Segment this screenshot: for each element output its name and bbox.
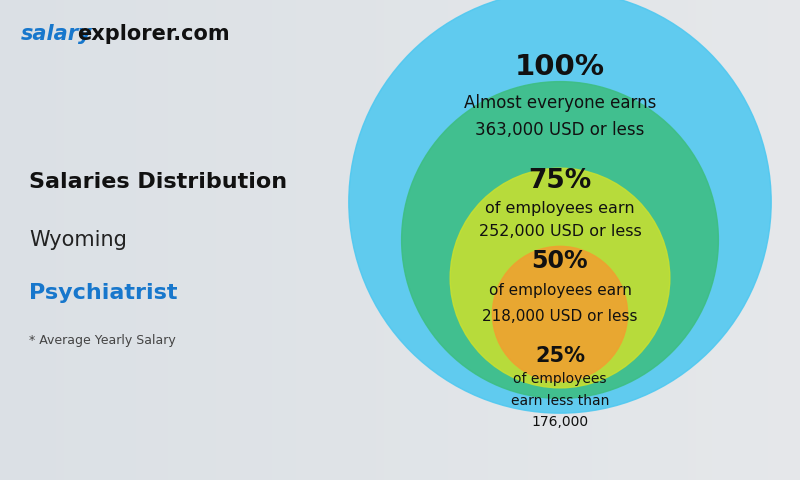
Text: * Average Yearly Salary: * Average Yearly Salary <box>29 334 176 348</box>
Text: salary: salary <box>21 24 93 44</box>
Text: 363,000 USD or less: 363,000 USD or less <box>475 121 645 139</box>
Circle shape <box>450 168 670 388</box>
Text: of employees earn: of employees earn <box>485 201 635 216</box>
Text: 100%: 100% <box>515 53 605 81</box>
Circle shape <box>402 82 718 398</box>
Circle shape <box>349 0 771 413</box>
Text: Wyoming: Wyoming <box>29 230 127 250</box>
Text: 176,000: 176,000 <box>531 415 589 429</box>
Circle shape <box>493 246 627 382</box>
Text: 218,000 USD or less: 218,000 USD or less <box>482 309 638 324</box>
Text: 252,000 USD or less: 252,000 USD or less <box>478 224 642 239</box>
Text: explorer.com: explorer.com <box>77 24 230 44</box>
Text: Almost everyone earns: Almost everyone earns <box>464 94 656 112</box>
Text: 25%: 25% <box>535 346 585 366</box>
Text: of employees earn: of employees earn <box>489 283 631 298</box>
Text: earn less than: earn less than <box>511 394 609 408</box>
Text: Salaries Distribution: Salaries Distribution <box>29 172 287 192</box>
Text: 75%: 75% <box>528 168 592 194</box>
Text: 50%: 50% <box>532 249 588 273</box>
Text: Psychiatrist: Psychiatrist <box>29 283 178 303</box>
Text: of employees: of employees <box>514 372 606 386</box>
